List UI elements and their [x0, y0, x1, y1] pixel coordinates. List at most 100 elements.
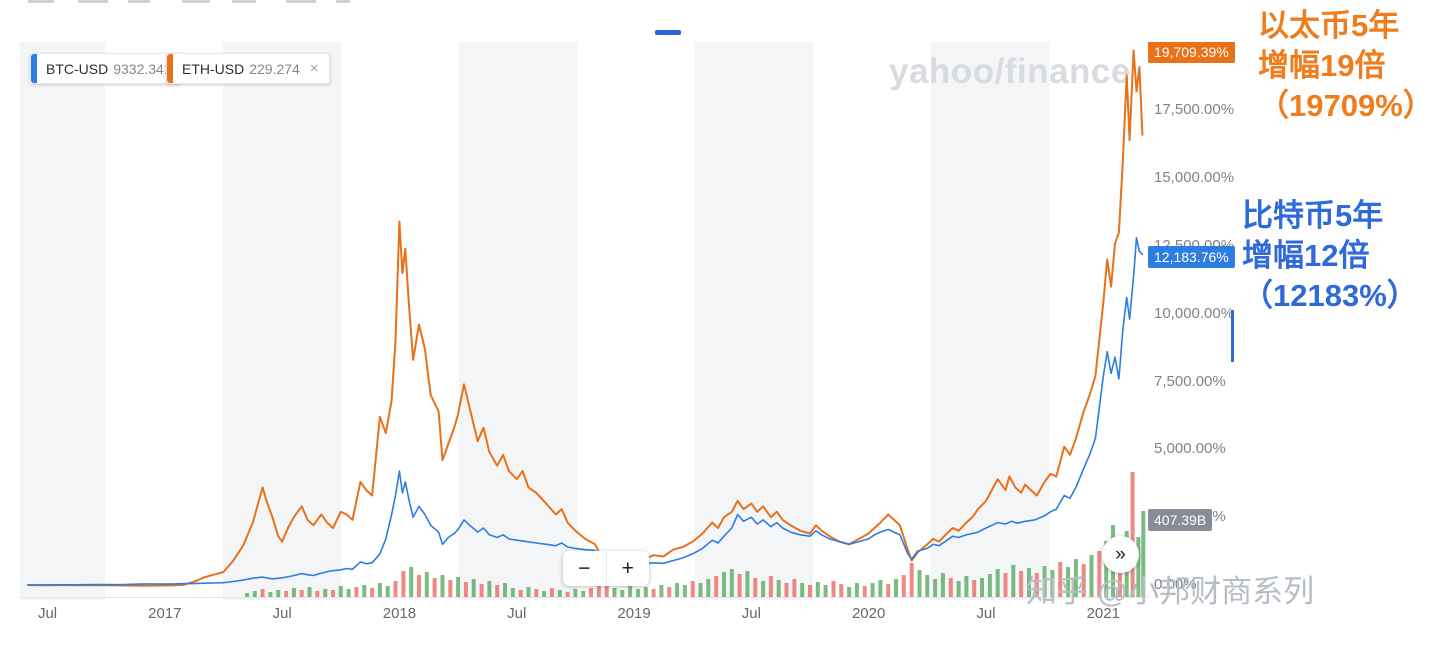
cropped-ui-artifact — [286, 0, 316, 3]
btc-color-bar — [31, 54, 37, 83]
close-icon[interactable]: × — [309, 60, 319, 77]
volume-bar — [1050, 570, 1055, 597]
cropped-ui-artifact — [336, 0, 350, 3]
y-axis-label: 10,000.00% — [1154, 304, 1235, 322]
volume-bar — [698, 583, 703, 597]
btc-symbol-label: BTC-USD — [46, 60, 109, 77]
volume-bar — [823, 585, 828, 597]
volume-bar — [307, 587, 312, 597]
volume-bar — [854, 583, 859, 597]
volume-bar — [456, 577, 461, 597]
volume-bar — [323, 589, 328, 597]
volume-bar — [870, 583, 875, 597]
volume-bar — [964, 576, 969, 597]
volume-bar — [839, 584, 844, 597]
volume-bar — [925, 575, 930, 597]
volume-bar — [291, 588, 296, 597]
btc-line — [27, 237, 1144, 586]
zoom-in-button[interactable]: + — [607, 551, 650, 586]
volume-bar — [659, 585, 664, 597]
zoom-control: − + — [563, 551, 649, 586]
volume-bar — [940, 573, 945, 597]
volume-bar — [565, 592, 570, 597]
volume-bar — [252, 591, 257, 597]
volume-bar — [761, 581, 766, 597]
volume-bar — [510, 588, 515, 597]
volume-bar — [831, 581, 836, 597]
volume-bar — [245, 593, 249, 597]
volume-bar — [745, 571, 750, 597]
volume-bar — [667, 587, 672, 597]
volume-bar — [948, 578, 953, 597]
volume-bar — [417, 575, 421, 597]
volume-bar — [675, 583, 680, 597]
volume-bar — [847, 587, 852, 597]
volume-value-badge: 407.39B — [1148, 509, 1213, 531]
volume-bar — [573, 589, 578, 597]
btc-value-label: 9332.341 — [113, 60, 172, 77]
volume-bar — [346, 589, 351, 597]
volume-bar — [596, 586, 601, 597]
volume-bar — [612, 588, 617, 597]
x-axis-label: 2017 — [148, 605, 182, 622]
y-axis-label: 15,000.00% — [1154, 169, 1235, 187]
volume-bar — [690, 581, 695, 597]
volume-bar — [901, 575, 906, 597]
expand-chevron-button[interactable]: » — [1102, 536, 1139, 573]
volume-bar — [393, 581, 398, 597]
volume-bar — [1019, 571, 1024, 597]
volume-bar — [917, 570, 922, 597]
volume-bar — [1141, 511, 1146, 597]
volume-bar — [479, 584, 484, 597]
volume-bar — [1058, 562, 1063, 597]
volume-bar — [1136, 537, 1141, 597]
volume-bar — [260, 589, 265, 597]
x-axis-label: Jul — [976, 605, 996, 622]
volume-bar — [354, 587, 359, 597]
volume-bar — [651, 589, 656, 597]
volume-bar — [268, 592, 273, 597]
volume-bar — [549, 588, 554, 597]
volume-bar — [784, 583, 789, 597]
volume-bar — [338, 586, 343, 597]
zoom-out-button[interactable]: − — [563, 551, 607, 586]
zhihu-watermark: 知乎 @小邦财商系列 — [1026, 574, 1315, 609]
volume-bar — [972, 580, 977, 597]
volume-bar — [604, 584, 609, 597]
volume-bar — [1097, 551, 1102, 597]
volume-bar — [909, 563, 914, 597]
x-axis-label: Jul — [272, 605, 292, 622]
volume-bar — [557, 590, 562, 597]
volume-bar — [987, 574, 992, 597]
legend-chip-eth[interactable]: ETH-USD 229.274 × — [166, 53, 330, 84]
eth-color-bar — [167, 54, 173, 83]
volume-bar — [706, 579, 711, 597]
chart-area[interactable]: yahoo/finance Jul 2017 Jul 2018 Jul 2019 Jul 20… — [20, 41, 1235, 622]
volume-bar — [526, 587, 531, 597]
volume-bar — [729, 569, 734, 597]
volume-bar — [534, 589, 539, 597]
x-axis-label: Jul — [37, 605, 58, 622]
volume-bar — [276, 590, 281, 597]
volume-bar — [1104, 541, 1109, 597]
eth-line — [27, 49, 1144, 587]
volume-bar — [589, 588, 593, 597]
y-axis-label: 17,500.00% — [1154, 101, 1235, 119]
legend-chip-btc[interactable]: BTC-USD 9332.341 — [30, 53, 183, 84]
price-chart[interactable] — [20, 42, 1148, 600]
btc-gain-annotation: 比特币5年 增幅12倍 （12183%） — [1242, 198, 1418, 313]
volume-bar — [1003, 573, 1008, 597]
volume-bar — [1073, 559, 1078, 597]
volume-bar — [463, 582, 468, 597]
volume-bar — [980, 578, 984, 597]
cropped-toolbar — [0, 0, 1440, 42]
volume-bar — [1130, 472, 1135, 597]
volume-bar — [714, 576, 719, 597]
volume-bar — [471, 579, 476, 597]
cropped-ui-artifact — [182, 0, 210, 3]
volume-bar — [737, 574, 742, 597]
volume-bar — [377, 583, 382, 597]
cropped-ui-artifact — [232, 0, 256, 3]
volume-bar — [862, 586, 867, 597]
volume-bar — [995, 569, 1000, 597]
